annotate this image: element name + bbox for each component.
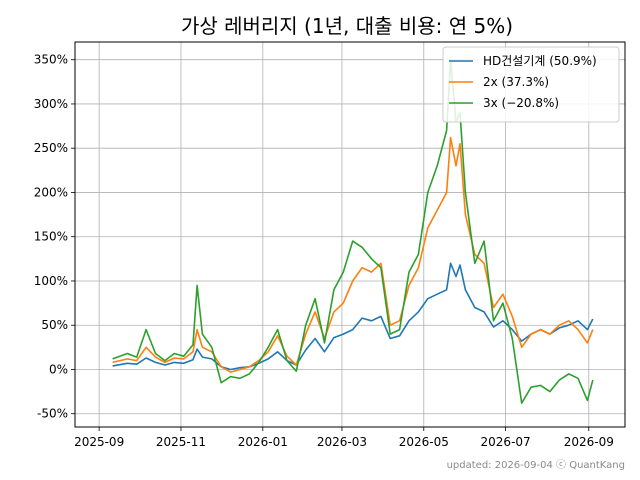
x-tick-label: 2026-01 [238,435,288,449]
legend-label: HD건설기계 (50.9%) [483,54,597,68]
x-tick-label: 2026-05 [399,435,449,449]
y-tick-label: 200% [34,185,68,199]
y-tick-label: 50% [41,318,68,332]
series-line-1 [112,262,594,371]
y-axis: -50% 0% 50% 100% 150% 200% 250% 300% 350% [34,53,75,421]
legend-label: 2x (37.3%) [483,75,549,89]
gridlines [75,42,625,427]
legend-box [442,46,620,123]
x-tick-label: 2026-09 [564,435,614,449]
plot-area-frame [74,41,626,428]
x-tick-label: 2026-07 [481,435,531,449]
y-tick-label: 250% [34,141,68,155]
y-tick-label: 350% [34,53,68,67]
chart-title: 가상 레버리지 (1년, 대출 비용: 연 5%) [181,14,513,38]
x-tick-label: 2026-03 [317,435,367,449]
series-line-2 [112,136,594,373]
y-tick-label: -50% [37,407,68,421]
y-tick-label: 0% [49,362,68,376]
footer-note: updated: 2026-09-04 ⓒ QuantKang [447,459,625,471]
x-axis: 2025-09 2025-11 2026-01 2026-03 2026-05 2026-… [74,427,614,449]
legend: HD건설기계 (50.9%) 2x (37.3%) 3x (−20.8%) [442,46,620,123]
series-lines [112,58,594,404]
x-tick-label: 2025-09 [74,435,124,449]
y-tick-label: 150% [34,230,68,244]
y-tick-label: 300% [34,97,68,111]
series-line-3 [112,58,594,404]
y-tick-label: 100% [34,274,68,288]
legend-label: 3x (−20.8%) [483,96,559,110]
x-tick-label: 2025-11 [156,435,206,449]
